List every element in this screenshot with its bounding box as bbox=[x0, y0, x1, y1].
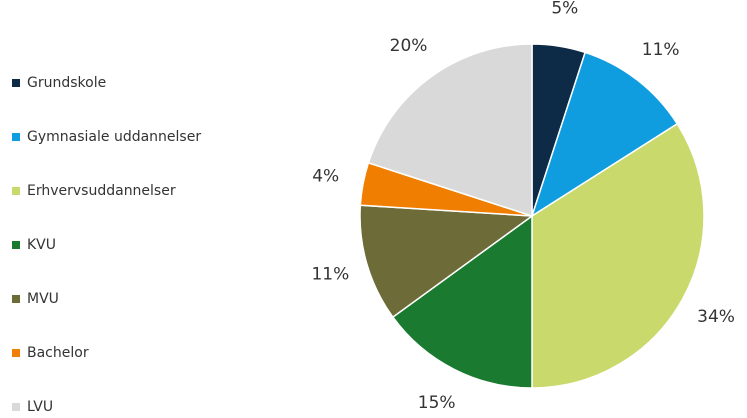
legend-label: KVU bbox=[27, 237, 56, 253]
pie-slice bbox=[367, 43, 533, 218]
data-label: 4% bbox=[312, 167, 339, 187]
legend-swatch bbox=[12, 241, 20, 249]
data-label: 11% bbox=[642, 40, 680, 60]
data-label: 11% bbox=[311, 265, 349, 285]
legend-label: Gymnasiale uddannelser bbox=[27, 129, 201, 145]
legend-swatch bbox=[12, 187, 20, 195]
pie-slice bbox=[530, 51, 679, 218]
pie-slice bbox=[359, 204, 535, 319]
legend-swatch bbox=[12, 133, 20, 141]
pie-slice bbox=[391, 214, 533, 389]
pie-slice bbox=[531, 122, 705, 389]
legend-swatch bbox=[12, 79, 20, 87]
legend-label: Bachelor bbox=[27, 345, 89, 361]
data-label: 20% bbox=[390, 36, 428, 56]
legend-swatch bbox=[12, 349, 20, 357]
legend-label: Erhvervsuddannelser bbox=[27, 183, 176, 199]
data-label: 34% bbox=[697, 307, 735, 327]
legend-label: LVU bbox=[27, 399, 53, 415]
legend-swatch bbox=[12, 403, 20, 411]
legend-swatch bbox=[12, 295, 20, 303]
legend-label: MVU bbox=[27, 291, 59, 307]
data-label: 15% bbox=[418, 393, 456, 413]
legend-label: Grundskole bbox=[27, 75, 106, 91]
data-label: 5% bbox=[551, 0, 578, 19]
